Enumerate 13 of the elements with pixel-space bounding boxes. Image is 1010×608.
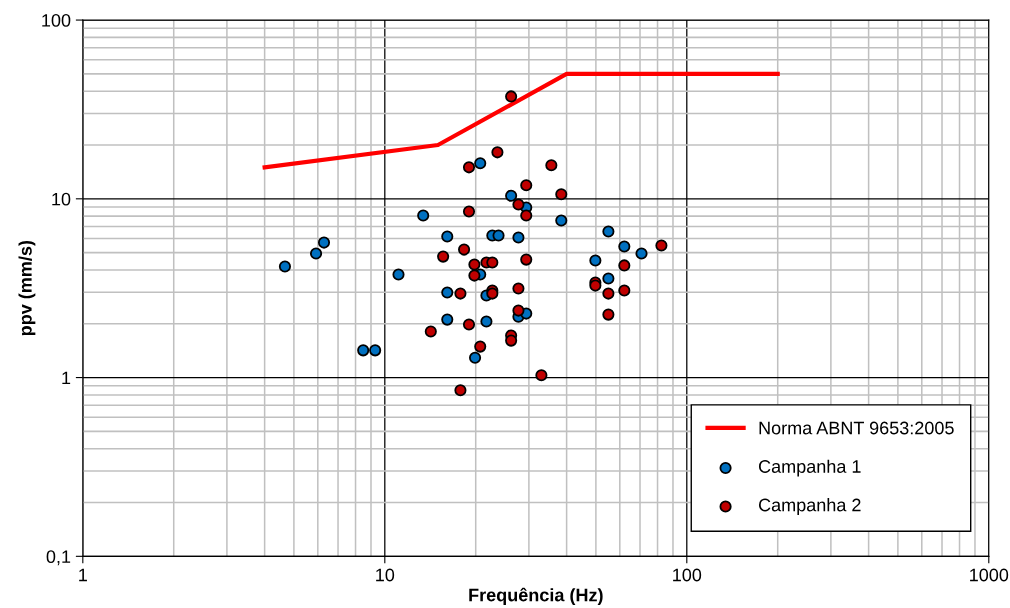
x-tick-label: 10 — [376, 568, 395, 582]
x-tick-label: 1 — [79, 568, 87, 582]
y-tick-label: 1 — [62, 371, 71, 385]
x-axis-title: Frequência (Hz) — [469, 587, 603, 605]
x-tick-label: 1000 — [970, 568, 1009, 582]
y-axis-title: ppv (mm/s) — [18, 240, 36, 336]
legend-label: Campanha 2 — [758, 498, 861, 515]
x-tick-label: 100 — [673, 568, 702, 582]
y-tick-label: 100 — [42, 14, 71, 27]
legend-label: Norma ABNT 9653:2005 — [759, 421, 954, 435]
y-tick-label: 0,1 — [46, 550, 71, 566]
y-tick-label: 10 — [52, 192, 71, 206]
legend-label: Campanha 1 — [758, 459, 861, 477]
